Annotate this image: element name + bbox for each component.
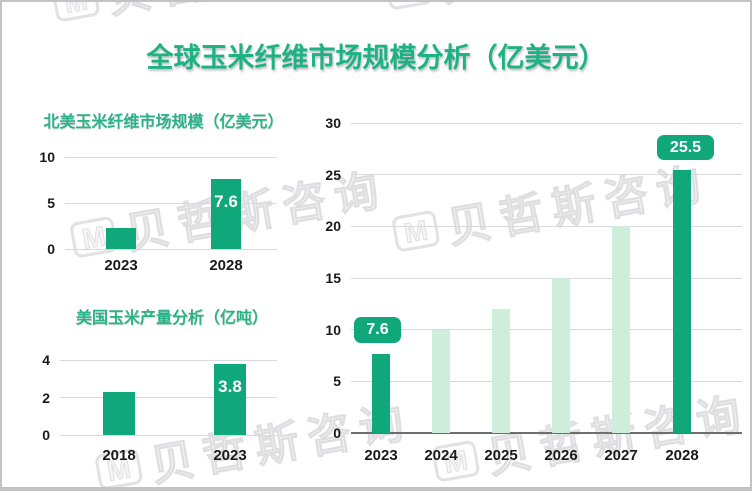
bar-value-label: 3.8 <box>218 376 242 396</box>
bar-2026 <box>552 278 570 433</box>
value-callout-2028: 25.5 <box>657 135 714 160</box>
x-axis-tick-label: 2026 <box>544 447 578 464</box>
gridline <box>60 359 277 361</box>
bar-2023: 3.8 <box>214 363 246 435</box>
y-axis-tick-label: 0 <box>333 425 341 441</box>
gridline <box>60 397 277 398</box>
y-axis-tick-label: 10 <box>39 149 55 165</box>
x-axis-tick-label: 2023 <box>104 257 138 274</box>
x-axis-tick-label: 2023 <box>364 447 398 464</box>
gridline <box>351 380 742 382</box>
y-axis-tick-label: 0 <box>42 427 50 443</box>
bar-2023 <box>106 227 136 249</box>
x-axis-tick-label: 2025 <box>484 447 518 464</box>
plot-global-market-forecast: 0 5 10 15 20 25 30 2023 2024 2025 2026 2027 2028 7.6 2… <box>325 115 742 464</box>
gridline <box>60 434 277 436</box>
gridline <box>351 225 742 227</box>
y-axis-tick-label: 30 <box>325 115 341 131</box>
gridline <box>351 122 742 124</box>
x-axis-tick-label: 2028 <box>665 447 699 464</box>
bar-2023 <box>372 354 390 433</box>
y-axis-tick-label: 20 <box>325 218 341 235</box>
bar-value-label: 7.6 <box>214 192 238 212</box>
bar-2018 <box>103 391 135 435</box>
page-title: 全球玉米纤维市场规模分析（亿美元） <box>146 43 606 73</box>
y-axis-tick-label: 15 <box>325 270 341 286</box>
x-axis-tick-label: 2018 <box>102 447 136 464</box>
plot-north-america-market: 0 5 10 2023 7.6 2028 <box>39 149 277 274</box>
y-axis-tick-label: 2 <box>42 389 50 406</box>
gridline <box>65 156 277 158</box>
gridline <box>65 248 277 250</box>
gridline <box>65 202 277 204</box>
y-axis-tick-label: 4 <box>42 352 50 368</box>
x-axis-tick-label: 2024 <box>424 447 458 464</box>
x-axis-tick-label: 2028 <box>209 257 243 274</box>
gridline <box>351 277 742 279</box>
x-axis-tick-label: 2023 <box>213 447 247 464</box>
bar-2024 <box>432 329 450 433</box>
x-axis-tick-label: 2027 <box>604 447 638 464</box>
chart-title-north-america: 北美玉米纤维市场规模（亿美元） <box>43 114 284 131</box>
watermark-logo-icon: M <box>384 2 434 11</box>
x-axis-line <box>351 432 742 434</box>
bar-2028 <box>673 169 691 433</box>
chart-title-us-production: 美国玉米产量分析（亿吨） <box>75 310 268 327</box>
plot-us-corn-production: 0 2 4 2018 3.8 2023 <box>42 352 277 464</box>
bar-2027 <box>612 226 630 433</box>
gridline <box>351 329 742 331</box>
y-axis-tick-label: 25 <box>325 166 341 183</box>
y-axis-tick-label: 5 <box>333 373 341 390</box>
gridline <box>351 174 742 176</box>
y-axis-tick-label: 0 <box>47 241 55 257</box>
watermark-logo-icon: M <box>51 2 101 23</box>
bar-2028: 7.6 <box>211 179 241 249</box>
y-axis-tick-label: 5 <box>47 195 55 211</box>
y-axis-tick-label: 10 <box>325 321 341 338</box>
bar-2025 <box>492 309 510 433</box>
value-callout-2023: 7.6 <box>354 317 401 343</box>
